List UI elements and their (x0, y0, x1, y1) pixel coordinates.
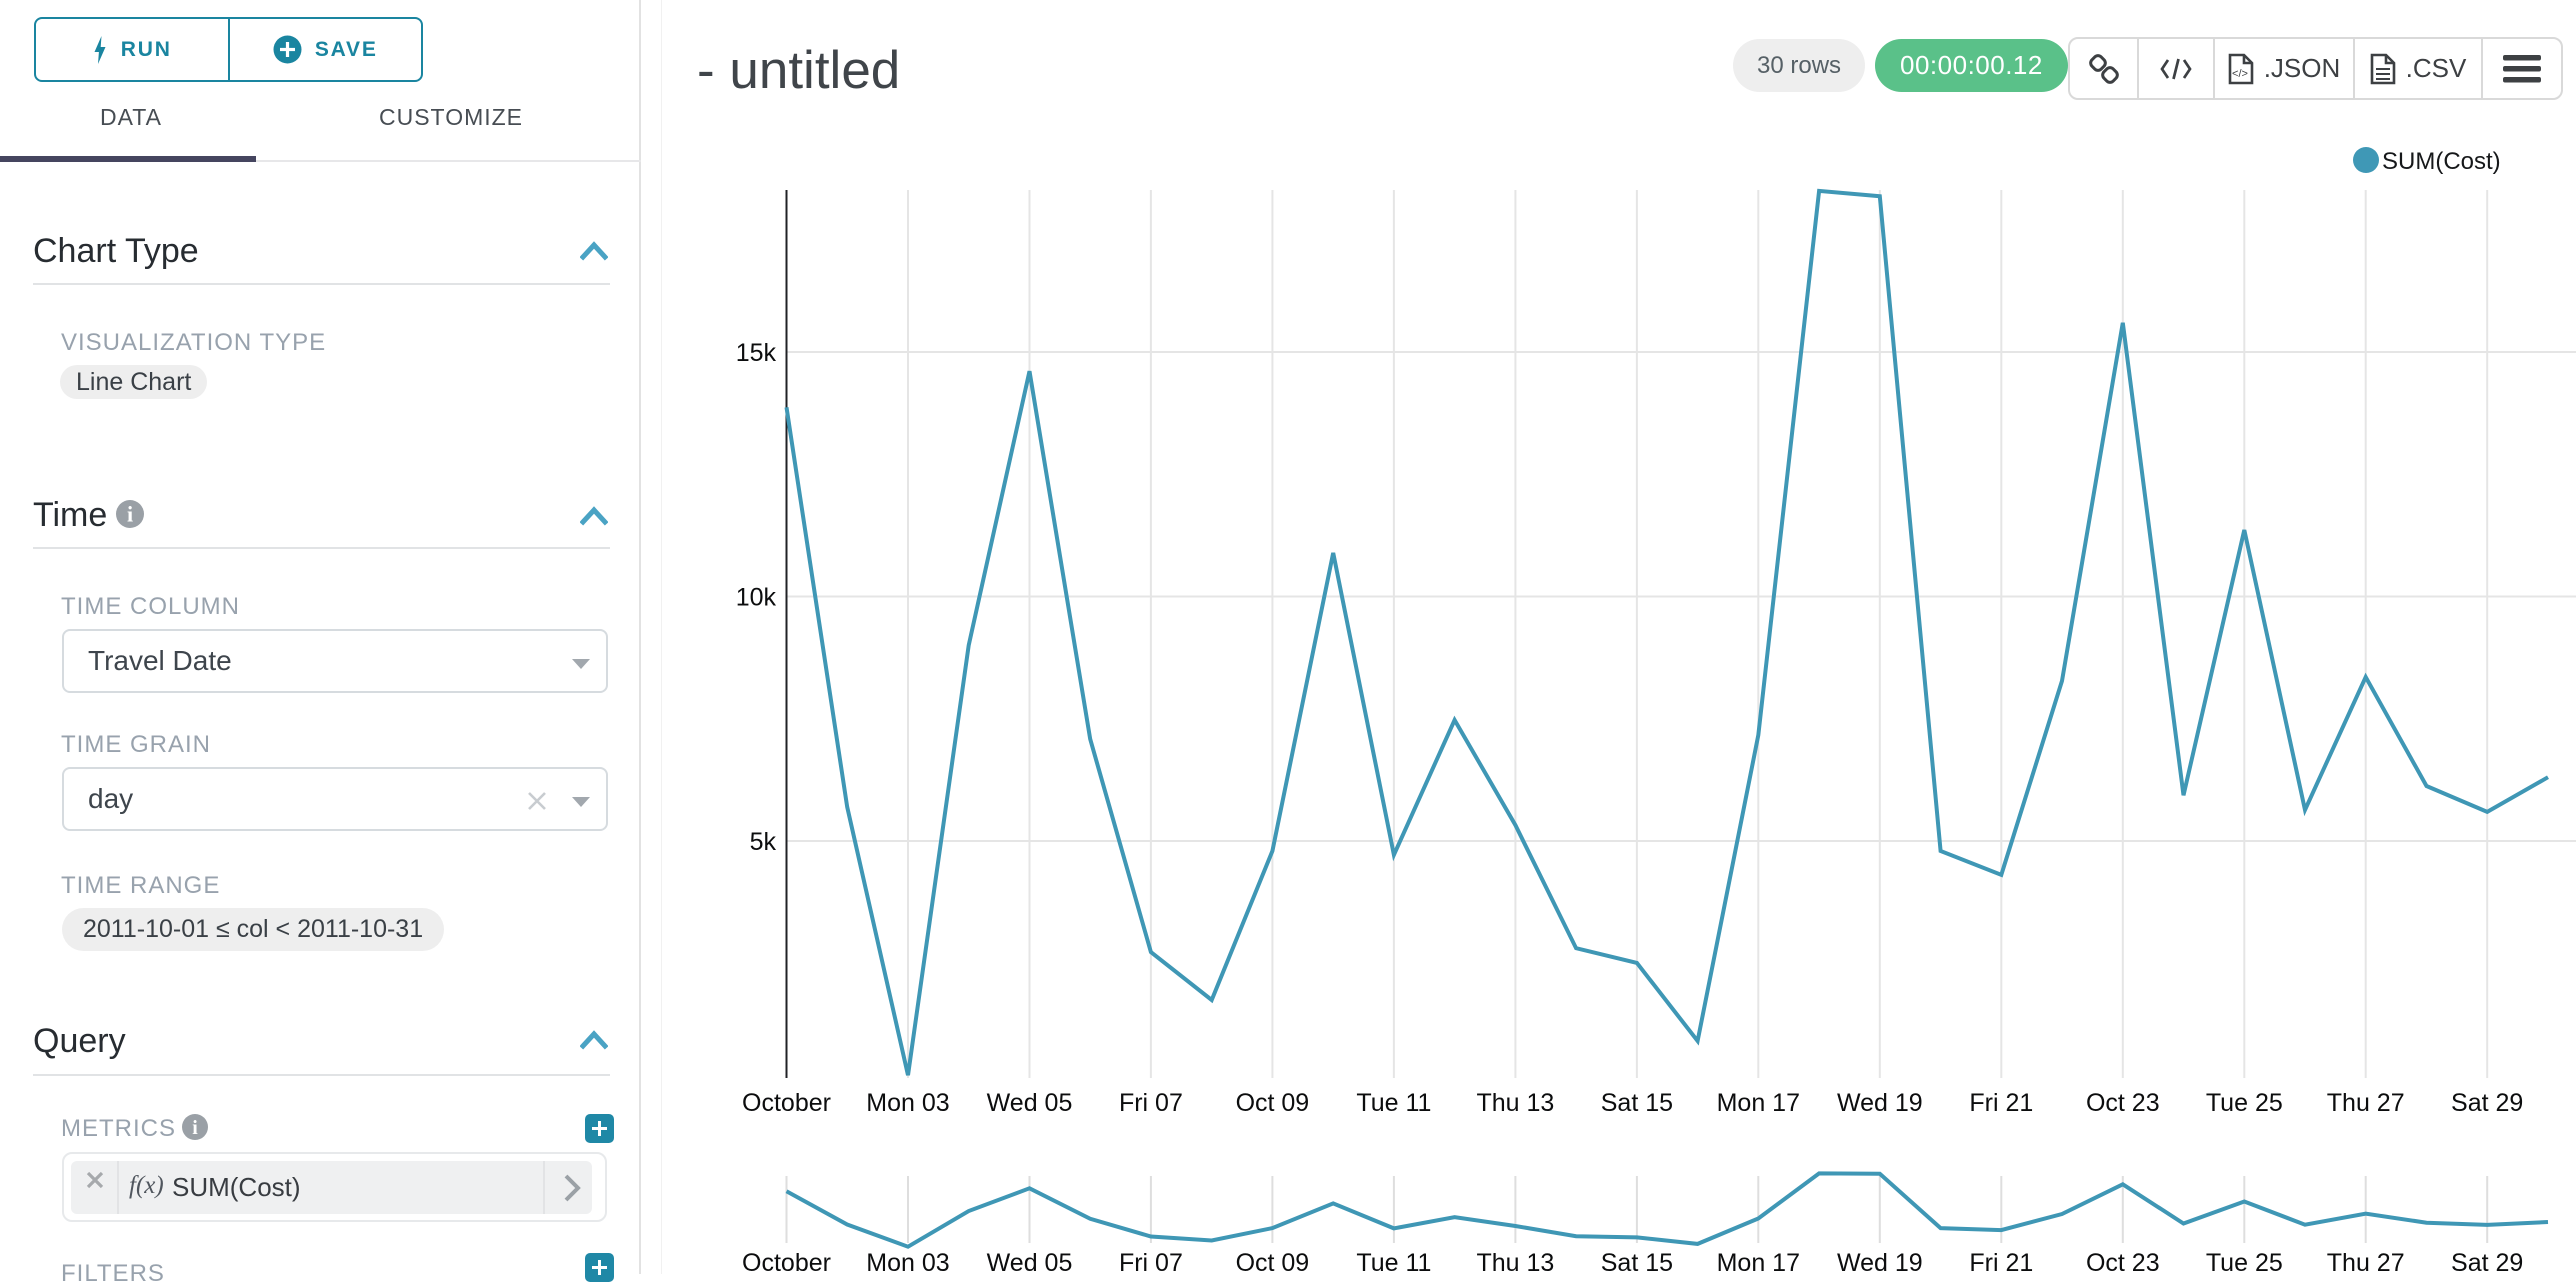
svg-text:10k: 10k (736, 584, 777, 612)
svg-text:Tue 11: Tue 11 (1356, 1089, 1431, 1117)
svg-text:i: i (192, 1117, 198, 1139)
svg-text:Tue 11: Tue 11 (1356, 1249, 1431, 1274)
svg-text:i: i (127, 502, 133, 527)
svg-text:Thu 13: Thu 13 (1476, 1089, 1554, 1117)
svg-text:Thu 27: Thu 27 (2327, 1089, 2405, 1117)
svg-text:Thu 13: Thu 13 (1476, 1249, 1554, 1274)
svg-text:Fri 21: Fri 21 (1969, 1249, 2033, 1274)
svg-text:</>: </> (2232, 68, 2248, 80)
svg-text:Sat 29: Sat 29 (2451, 1249, 2523, 1274)
svg-text:Mon 03: Mon 03 (866, 1089, 949, 1117)
svg-text:5k: 5k (750, 828, 777, 856)
svg-text:Fri 07: Fri 07 (1119, 1089, 1183, 1117)
svg-text:Tue 25: Tue 25 (2206, 1249, 2283, 1274)
svg-text:Wed 19: Wed 19 (1837, 1089, 1923, 1117)
svg-text:Mon 17: Mon 17 (1717, 1089, 1800, 1117)
svg-text:Thu 27: Thu 27 (2327, 1249, 2405, 1274)
svg-text:Fri 07: Fri 07 (1119, 1249, 1183, 1274)
svg-text:October: October (742, 1089, 831, 1117)
svg-text:Mon 17: Mon 17 (1717, 1249, 1800, 1274)
svg-text:15k: 15k (736, 339, 777, 367)
svg-text:Sat 15: Sat 15 (1601, 1249, 1673, 1274)
svg-text:Tue 25: Tue 25 (2206, 1089, 2283, 1117)
svg-text:Sat 15: Sat 15 (1601, 1089, 1673, 1117)
svg-text:Mon 03: Mon 03 (866, 1249, 949, 1274)
svg-text:October: October (742, 1249, 831, 1274)
svg-text:Sat 29: Sat 29 (2451, 1089, 2523, 1117)
svg-text:Oct 23: Oct 23 (2086, 1249, 2160, 1274)
svg-text:Fri 21: Fri 21 (1969, 1089, 2033, 1117)
svg-text:Oct 09: Oct 09 (1236, 1249, 1310, 1274)
svg-text:Wed 05: Wed 05 (987, 1249, 1073, 1274)
svg-text:Oct 23: Oct 23 (2086, 1089, 2160, 1117)
svg-text:Oct 09: Oct 09 (1236, 1089, 1310, 1117)
svg-text:Wed 19: Wed 19 (1837, 1249, 1923, 1274)
svg-text:Wed 05: Wed 05 (987, 1089, 1073, 1117)
